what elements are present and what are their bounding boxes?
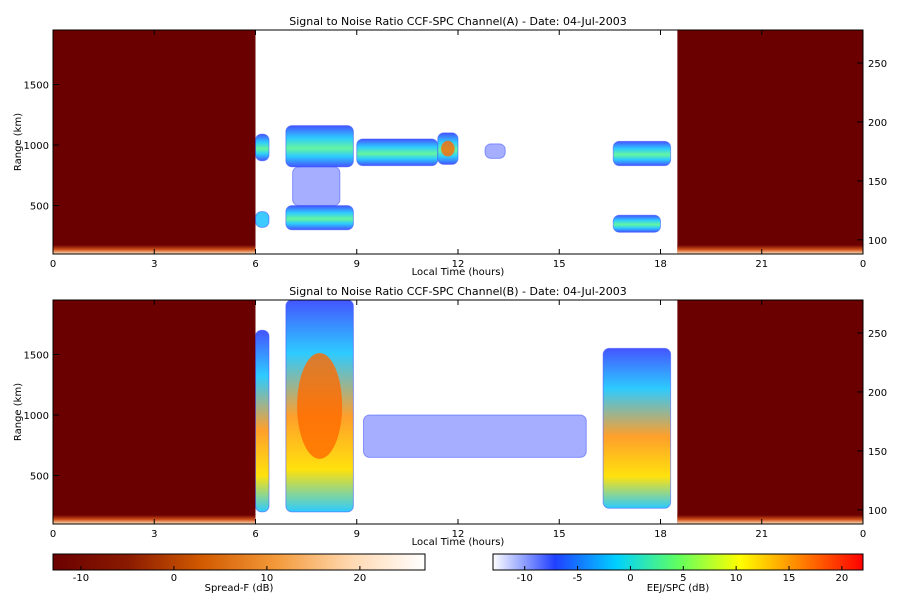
x-tick-label: 0 — [860, 529, 866, 540]
colorbar-tick-label: 0 — [171, 573, 177, 584]
panel-a-title: Signal to Noise Ratio CCF-SPC Channel(A)… — [289, 15, 627, 28]
panel-a-y-right-axis: 100 150 200 250 — [857, 59, 887, 247]
echo-region — [484, 143, 506, 159]
x-tick-label: 0 — [50, 529, 56, 540]
x-tick-label: 18 — [654, 529, 667, 540]
colorbar-tick-label: 10 — [261, 573, 274, 584]
colorbar-tick-label: 0 — [627, 573, 633, 584]
x-tick-label: 9 — [354, 259, 360, 270]
x-tick-label: 3 — [151, 259, 157, 270]
x-tick-label: 9 — [354, 529, 360, 540]
x-tick-label: 15 — [553, 259, 566, 270]
colorbar-spread-f-ticks: -10 0 10 20 — [73, 566, 367, 584]
y-tick-label: 1000 — [24, 411, 49, 422]
colorbar-eej-spc-ticks: -10 -5 0 5 10 15 20 — [517, 566, 848, 584]
x-tick-label: 12 — [452, 259, 465, 270]
y-right-tick-label: 250 — [868, 329, 887, 340]
echo-region — [363, 414, 587, 458]
panel-b-title: Signal to Noise Ratio CCF-SPC Channel(B)… — [289, 285, 627, 298]
night-spread-f-region — [53, 30, 256, 254]
x-tick-label: 0 — [50, 259, 56, 270]
colorbar-tick-label: 20 — [354, 573, 367, 584]
panel-a-y-axis: 500 1000 1500 — [24, 80, 59, 213]
colorbar-tick-label: 20 — [835, 573, 848, 584]
echo-peak — [297, 352, 343, 459]
panel-channel-a: Signal to Noise Ratio CCF-SPC Channel(A)… — [13, 15, 887, 278]
panel-b-ylabel: Range (km) — [13, 383, 24, 441]
colorbar-tick-label: 10 — [730, 573, 743, 584]
x-tick-label: 21 — [755, 529, 768, 540]
echo-peak — [441, 140, 455, 157]
x-tick-label: 0 — [860, 259, 866, 270]
x-tick-label: 3 — [151, 529, 157, 540]
panel-a-plot — [53, 30, 863, 254]
y-right-tick-label: 100 — [868, 506, 887, 517]
echo-region — [255, 211, 270, 228]
panel-b-x-axis: 0 3 6 9 12 15 18 21 0 — [50, 300, 866, 540]
colorbar-spread-f: -10 0 10 20 Spread-F (dB) — [52, 553, 426, 594]
x-tick-label: 12 — [452, 529, 465, 540]
panel-b-y-right-axis: 100 150 200 250 — [857, 329, 887, 517]
x-tick-label: 6 — [252, 259, 258, 270]
echo-region — [612, 214, 661, 233]
panel-b-plot — [53, 299, 863, 524]
x-tick-label: 21 — [755, 259, 768, 270]
echo-region — [285, 205, 354, 231]
y-right-tick-label: 100 — [868, 236, 887, 247]
y-right-tick-label: 150 — [868, 177, 887, 188]
panel-a-ylabel: Range (km) — [13, 113, 24, 171]
echo-region — [255, 133, 270, 162]
colorbar-tick-label: -10 — [73, 573, 89, 584]
colorbar-eej-spc-label: EEJ/SPC (dB) — [647, 583, 710, 594]
night-spread-f-region — [677, 300, 863, 524]
colorbar-spread-f-label: Spread-F (dB) — [205, 583, 274, 594]
y-tick-label: 1000 — [24, 141, 49, 152]
x-tick-label: 15 — [553, 529, 566, 540]
echo-region — [292, 166, 341, 207]
colorbar-eej-spc: -10 -5 0 5 10 15 20 EEJ/SPC (dB) — [492, 553, 864, 594]
echo-region — [255, 329, 270, 513]
colorbar-tick-label: -5 — [573, 573, 583, 584]
x-tick-label: 6 — [252, 529, 258, 540]
panel-a-x-axis: 0 3 6 9 12 15 18 21 0 — [50, 30, 866, 270]
y-right-tick-label: 150 — [868, 447, 887, 458]
colorbar-eej-spc-gradient — [492, 553, 864, 571]
night-floor-echo — [677, 245, 863, 254]
panel-b-xlabel: Local Time (hours) — [412, 537, 505, 548]
echo-region — [612, 140, 672, 167]
night-floor-echo — [677, 515, 863, 524]
colorbar-tick-label: 15 — [783, 573, 796, 584]
y-right-tick-label: 200 — [868, 388, 887, 399]
echo-region — [602, 347, 672, 509]
x-tick-label: 18 — [654, 259, 667, 270]
night-spread-f-region — [677, 30, 863, 254]
panel-b-y-axis: 500 1000 1500 — [24, 350, 59, 483]
y-tick-label: 500 — [30, 202, 49, 213]
night-spread-f-region — [53, 300, 256, 524]
y-tick-label: 500 — [30, 472, 49, 483]
y-tick-label: 1500 — [24, 80, 49, 91]
echo-region — [285, 125, 354, 168]
colorbar-spread-f-gradient — [52, 553, 426, 571]
y-right-tick-label: 250 — [868, 59, 887, 70]
y-tick-label: 1500 — [24, 350, 49, 361]
colorbar-tick-label: -10 — [517, 573, 533, 584]
colorbar-tick-label: 5 — [680, 573, 686, 584]
panel-channel-b: Signal to Noise Ratio CCF-SPC Channel(B)… — [13, 285, 887, 548]
panel-a-xlabel: Local Time (hours) — [412, 267, 505, 278]
echo-region — [356, 138, 439, 167]
y-right-tick-label: 200 — [868, 118, 887, 129]
